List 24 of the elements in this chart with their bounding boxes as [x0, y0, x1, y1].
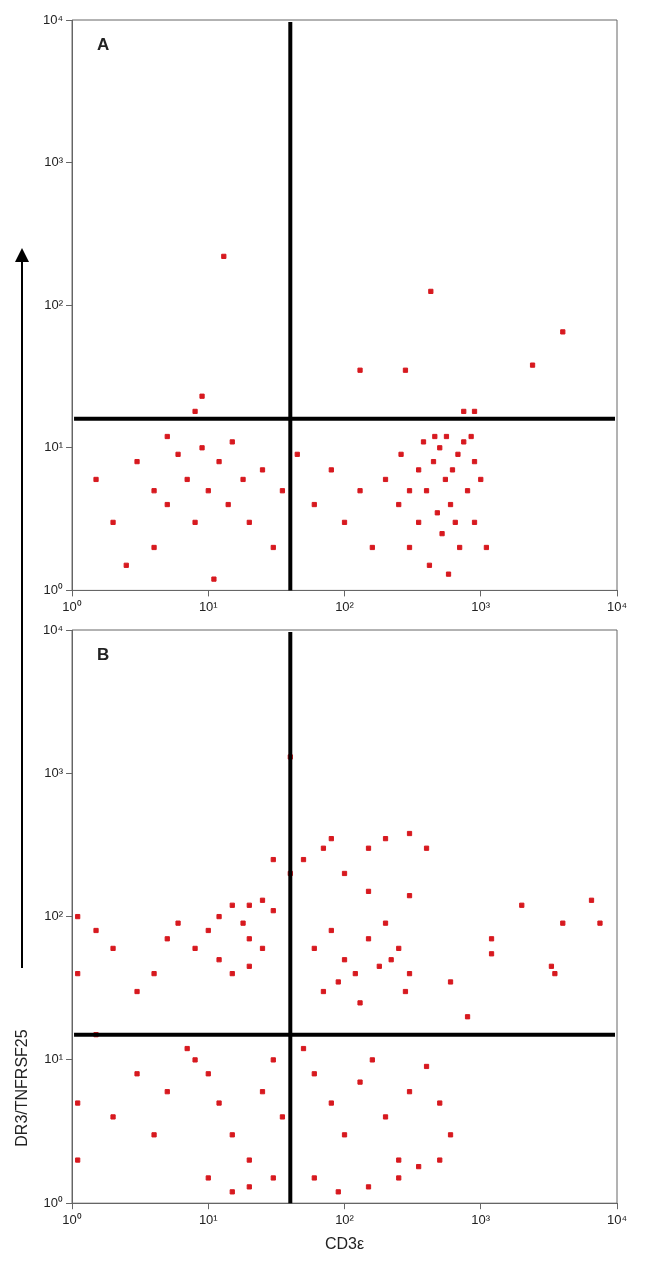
y-tick-label: 10⁰: [43, 581, 64, 597]
y-tick-label: 10³: [44, 154, 64, 170]
y-tick-label: 10²: [44, 908, 64, 924]
x-tick-label: 10⁰: [62, 1211, 82, 1227]
x-tick-label: 10¹: [198, 598, 219, 614]
x-tick-label: 10⁰: [62, 598, 82, 614]
x-tick-label: 10⁴: [606, 1211, 628, 1227]
y-tick-label: 10⁴: [43, 11, 64, 27]
y-tick-label: 10¹: [44, 1051, 64, 1067]
y-axis-title: DR3/TNFRSF25: [13, 1029, 31, 1147]
y-tick-label: 10¹: [44, 439, 64, 455]
text: B: [97, 645, 110, 664]
text: A: [97, 35, 110, 54]
y-tick-label: 10⁴: [43, 621, 64, 637]
x-tick-label: 10³: [471, 1211, 491, 1227]
x-tick-label: 10³: [471, 598, 491, 614]
y-tick-label: 10²: [44, 296, 64, 312]
y-tick-label: 10⁰: [43, 1194, 64, 1210]
x-tick-label: 10⁴: [606, 598, 628, 614]
x-tick-label: 10²: [335, 598, 355, 614]
x-tick-label: 10²: [335, 1211, 355, 1227]
x-tick-label: 10¹: [198, 1211, 219, 1227]
x-axis-title: CD3ε: [324, 1234, 365, 1252]
y-tick-label: 10³: [44, 764, 64, 780]
